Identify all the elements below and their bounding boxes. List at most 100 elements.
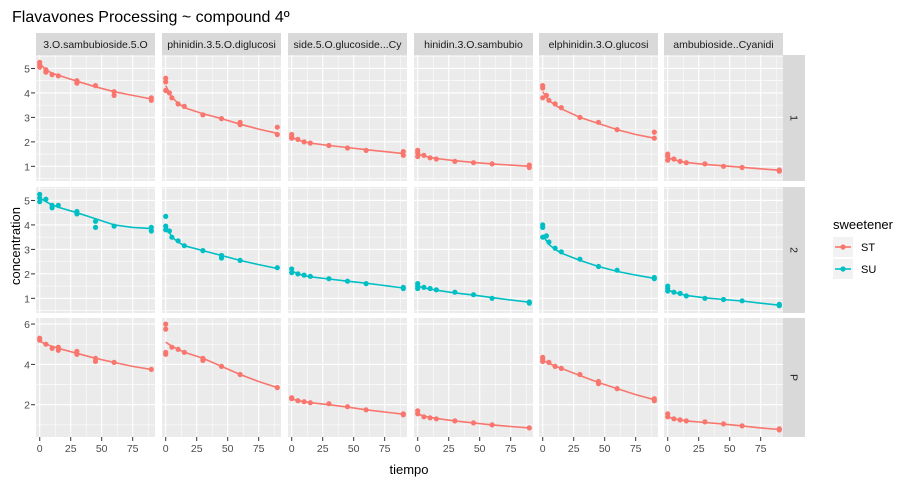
data-point-SU — [552, 245, 558, 251]
data-point-SU — [344, 278, 351, 284]
x-tick-label: 0 — [37, 443, 43, 455]
x-tick-label: 75 — [253, 443, 265, 455]
data-point-ST — [540, 85, 546, 91]
x-tick-label: 0 — [415, 443, 421, 455]
data-point-SU — [720, 296, 727, 303]
facet-strip-col-label-1: phinidin.3.5.O.diglucosi — [167, 39, 276, 51]
x-tick-label: 75 — [379, 443, 391, 455]
facet-strip-col-label-4: elphinidin.3.O.glucosi — [549, 39, 649, 51]
panel-background — [162, 318, 281, 437]
data-point-ST — [274, 124, 280, 130]
data-point-ST — [577, 371, 583, 378]
facet-strip-row-label-0: 1 — [788, 115, 800, 121]
facet-strip-col-label-0: 3.O.sambubioside.5.O — [43, 39, 147, 51]
data-point-ST — [92, 83, 99, 89]
data-point-ST — [163, 321, 169, 327]
data-point-SU — [37, 195, 43, 201]
data-point-ST — [433, 156, 439, 162]
panel-background — [36, 187, 155, 313]
data-point-SU — [540, 224, 546, 230]
x-tick-label: 25 — [693, 443, 705, 455]
x-tick-label: 75 — [630, 443, 642, 455]
data-point-ST — [470, 420, 477, 426]
facet-strip-row-1 — [782, 187, 805, 313]
legend-entry-label: SU — [861, 264, 876, 276]
data-point-ST — [415, 153, 421, 160]
data-point-ST — [546, 359, 552, 365]
y-tick-label: 1 — [24, 293, 30, 305]
data-point-SU — [665, 288, 671, 294]
data-point-ST — [175, 101, 181, 107]
x-tick-label: 25 — [191, 443, 203, 455]
x-tick-label: 50 — [724, 443, 736, 455]
data-point-ST — [614, 127, 620, 133]
data-point-SU — [400, 285, 406, 292]
data-point-SU — [683, 293, 689, 299]
data-point-ST — [540, 358, 546, 364]
data-point-ST — [111, 92, 117, 98]
data-point-SU — [237, 257, 243, 263]
data-point-SU — [111, 223, 117, 229]
data-point-ST — [163, 75, 169, 81]
data-point-ST — [651, 129, 657, 135]
data-point-ST — [301, 139, 307, 145]
data-point-ST — [295, 136, 301, 142]
facet-strip-row-0 — [782, 55, 805, 181]
data-point-SU — [49, 205, 55, 211]
data-point-SU — [363, 281, 369, 287]
data-point-ST — [421, 152, 427, 158]
data-point-SU — [558, 249, 564, 255]
x-tick-label: 50 — [96, 443, 108, 455]
data-point-SU — [427, 285, 433, 292]
x-axis-label: tiempo — [389, 462, 428, 477]
facet-strip-col-label-3: hinidin.3.O.sambubio — [424, 39, 523, 51]
data-point-ST — [595, 381, 602, 387]
data-point-SU — [148, 224, 154, 230]
data-point-ST — [677, 417, 683, 423]
data-point-SU — [326, 276, 332, 282]
data-point-ST — [74, 80, 80, 86]
data-point-SU — [543, 233, 550, 239]
x-tick-label: 50 — [348, 443, 360, 455]
x-tick-label: 75 — [505, 443, 517, 455]
facet-strip-col-3 — [414, 33, 533, 55]
data-point-ST — [237, 122, 243, 128]
y-tick-label: 2 — [24, 137, 30, 149]
data-point-ST — [558, 365, 564, 371]
data-point-ST — [43, 341, 49, 347]
x-tick-label: 25 — [568, 443, 580, 455]
data-point-SU — [148, 228, 154, 234]
data-point-ST — [148, 366, 154, 372]
data-point-SU — [289, 270, 295, 276]
data-point-SU — [166, 228, 172, 234]
data-point-ST — [433, 416, 439, 422]
data-point-ST — [37, 64, 43, 70]
data-point-ST — [400, 149, 406, 155]
facet-strip-col-label-2: side.5.O.glucoside...Cy — [294, 39, 403, 51]
data-point-ST — [289, 135, 295, 141]
data-point-SU — [614, 267, 620, 273]
data-point-ST — [148, 97, 154, 103]
y-tick-label: 4 — [24, 220, 30, 232]
data-point-ST — [111, 359, 117, 365]
data-point-SU — [37, 199, 43, 205]
data-point-ST — [415, 150, 421, 156]
data-point-ST — [74, 351, 80, 357]
data-point-ST — [671, 416, 677, 422]
y-tick-label: 4 — [24, 359, 30, 371]
data-point-ST — [237, 371, 243, 378]
data-point-ST — [400, 412, 406, 418]
data-point-ST — [274, 131, 280, 138]
facet-strip-row-label-2: P — [788, 374, 800, 381]
data-point-ST — [614, 386, 620, 392]
data-point-ST — [163, 79, 169, 85]
facet-strip-col-5 — [664, 33, 783, 55]
facet-strip-col-label-5: ambubioside..Cyanidi — [673, 39, 773, 51]
data-point-SU — [163, 223, 169, 229]
data-point-ST — [558, 105, 564, 111]
data-point-SU — [181, 243, 187, 249]
data-point-ST — [651, 135, 657, 141]
data-point-SU — [452, 289, 458, 295]
